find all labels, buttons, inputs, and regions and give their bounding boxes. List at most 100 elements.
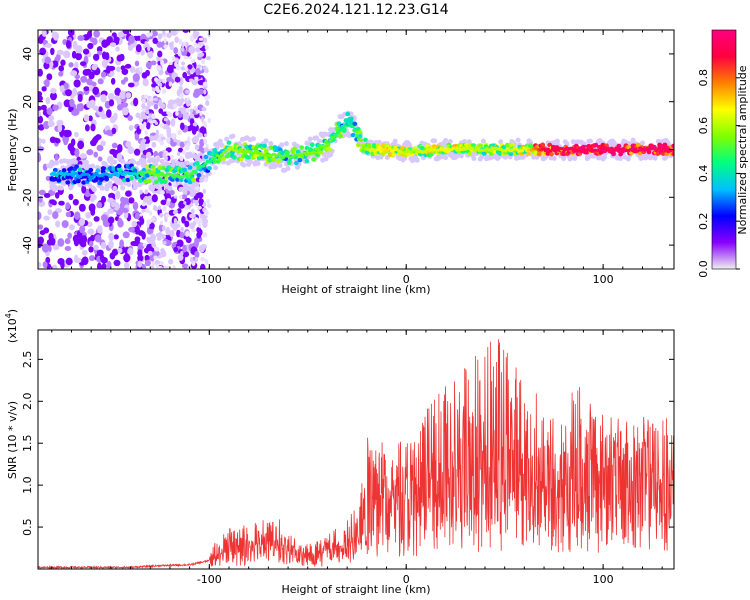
halo-blob: [224, 136, 230, 142]
noise-blob: [86, 30, 93, 39]
signal-core: [300, 154, 305, 158]
y-tick-label: -40: [21, 236, 34, 254]
noise-blob: [117, 31, 126, 38]
colorbar: 0.0 0.2 0.4 0.6 0.8 Normalized spectral ampl…: [697, 29, 749, 278]
y-tick-label: 0: [21, 146, 34, 153]
noise-blob: [205, 94, 211, 100]
noise-blob: [121, 207, 129, 213]
noise-blob: [177, 254, 184, 261]
signal-blob: [327, 147, 333, 152]
noise-blob: [52, 264, 58, 269]
noise-blob: [46, 73, 53, 81]
noise-blob: [186, 142, 191, 147]
noise-blob: [190, 69, 195, 73]
signal-blob: [635, 142, 641, 148]
signal-blob: [497, 151, 503, 156]
noise-blob: [119, 90, 127, 100]
noise-blob: [63, 50, 71, 59]
noise-blob: [134, 60, 140, 67]
signal-core: [193, 170, 198, 175]
noise-blob: [134, 236, 141, 243]
signal-blob: [285, 150, 290, 155]
halo-blob: [277, 163, 283, 169]
noise-blob: [187, 99, 192, 105]
noise-blob: [159, 140, 165, 146]
noise-blob: [100, 256, 108, 264]
colorbar-tick-label: 0.2: [697, 212, 710, 230]
y-tick-label: -20: [21, 188, 34, 206]
noise-blob: [196, 132, 203, 138]
noise-blob: [155, 129, 160, 136]
noise-blob: [142, 243, 147, 247]
noise-blob: [160, 59, 165, 66]
halo-blob: [131, 159, 137, 165]
noise-blob: [124, 262, 130, 269]
signal-blob: [56, 178, 62, 183]
noise-blob: [204, 259, 209, 265]
signal-blob: [269, 145, 274, 150]
noise-blob: [111, 127, 117, 135]
signal-core: [312, 150, 317, 154]
noise-blob: [82, 48, 90, 55]
noise-blob: [159, 70, 164, 75]
noise-blob: [153, 104, 159, 110]
noise-blob: [202, 220, 208, 229]
noise-blob: [50, 47, 55, 56]
noise-blob: [116, 104, 123, 111]
noise-blob: [135, 44, 142, 53]
noise-blob: [193, 135, 200, 143]
noise-blob: [164, 216, 168, 223]
noise-blob: [38, 236, 45, 245]
noise-blob: [110, 201, 117, 208]
halo-blob: [432, 138, 438, 144]
signal-blob: [350, 132, 356, 138]
noise-blob: [162, 30, 166, 36]
signal-blob: [221, 156, 227, 161]
signal-blob: [295, 149, 301, 155]
noise-blob: [166, 198, 171, 202]
noise-blob: [182, 71, 188, 79]
y-tick-label: 20: [21, 95, 34, 109]
noise-blob: [207, 117, 211, 123]
noise-blob: [38, 261, 42, 268]
signal-core: [203, 162, 208, 166]
noise-blob: [131, 220, 138, 228]
noise-blob: [41, 138, 46, 144]
noise-blob: [188, 56, 193, 60]
noise-blob: [190, 208, 195, 214]
noise-blob: [178, 194, 183, 199]
signal-blob: [77, 167, 83, 172]
signal-blob: [504, 142, 510, 148]
noise-blob: [178, 90, 183, 94]
noise-blob: [65, 89, 72, 97]
signal-blob: [155, 169, 161, 174]
halo-blob: [180, 186, 186, 192]
noise-blob: [121, 68, 129, 75]
noise-blob: [173, 221, 178, 230]
noise-blob: [165, 137, 171, 143]
signal-core: [335, 131, 340, 135]
snr-y-multiplier-exp: 4: [4, 313, 13, 318]
signal-core: [489, 149, 494, 153]
snr-marks: [38, 339, 674, 569]
signal-blob: [549, 152, 554, 157]
noise-blob: [127, 247, 134, 256]
noise-blob: [192, 122, 197, 127]
noise-blob: [176, 220, 181, 225]
noise-blob: [157, 50, 163, 58]
signal-blob: [671, 143, 674, 149]
noise-blob: [184, 220, 190, 228]
noise-blob: [143, 94, 149, 99]
signal-core: [522, 146, 527, 150]
halo-blob: [167, 185, 173, 191]
noise-blob: [151, 141, 157, 148]
noise-blob: [65, 40, 72, 49]
halo-blob: [107, 180, 113, 186]
halo-blob: [219, 142, 225, 148]
noise-blob: [194, 256, 199, 263]
noise-blob: [38, 110, 42, 117]
noise-blob: [176, 30, 180, 34]
noise-blob: [73, 79, 81, 88]
noise-blob: [114, 95, 120, 101]
noise-blob: [197, 206, 201, 211]
